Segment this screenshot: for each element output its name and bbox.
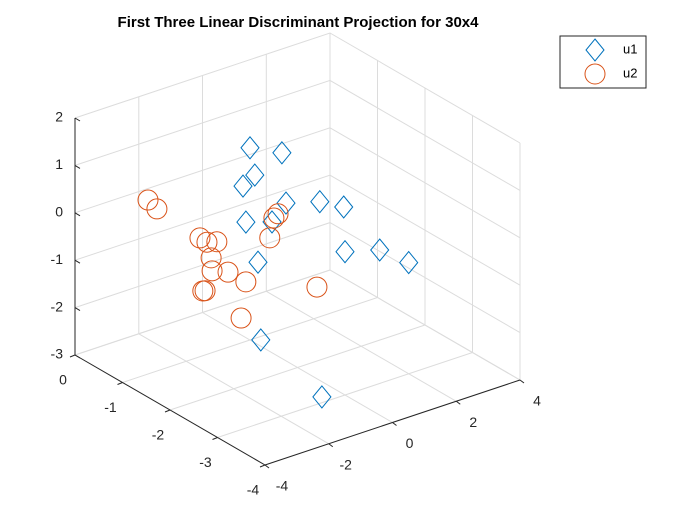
point [272,141,292,165]
grid-line [74,79,521,191]
x-tick-label: 0 [406,435,414,451]
x-tick-label: -2 [340,456,353,472]
point [248,250,268,274]
z-tick [74,259,81,264]
y-tick-label: -1 [104,399,117,415]
legend-marker [584,63,606,85]
z-tick-label: -1 [51,251,64,267]
z-tick-label: -3 [51,346,64,362]
point [334,195,354,219]
z-tick [74,117,81,122]
legend-label: u2 [623,65,637,80]
grid-line [74,174,521,286]
grid-line [74,32,521,144]
grid-line [74,127,521,239]
point [235,271,257,293]
point [399,250,419,275]
grid-line [74,269,521,381]
z-tick [74,354,81,359]
point [306,276,328,298]
point [137,189,159,211]
z-tick [74,212,81,217]
y-tick-label: -3 [199,454,212,470]
point [262,210,282,234]
x-tick-label: 4 [533,393,541,409]
point [236,210,256,234]
points [137,136,419,409]
y-tick [212,437,218,440]
point [200,247,222,269]
y-tick-label: -2 [152,427,165,443]
z-tick-label: 2 [55,109,63,125]
z-tick-label: -2 [51,298,64,314]
point [146,198,168,220]
point [251,328,271,352]
point [217,261,239,283]
legend-label: u1 [623,41,637,56]
point [245,163,265,187]
z-tick-label: 1 [55,156,63,172]
point [201,260,223,282]
point [267,203,289,225]
z-tick-label: 0 [55,204,63,220]
point [335,239,355,264]
y-tick [259,464,266,468]
point [312,385,332,409]
point [189,227,211,249]
point [310,189,330,214]
grid [74,32,521,466]
point [196,231,218,253]
point [230,307,252,329]
point [263,207,285,229]
x-tick [392,422,397,426]
point [206,231,228,253]
legend-marker [585,38,605,62]
y-tick-label: 0 [59,372,67,388]
y-tick [69,354,76,358]
x-tick [519,379,525,384]
x-tick [455,400,461,405]
z-tick [74,307,81,312]
x-tick [264,464,270,469]
legend: u1 u2 [559,35,647,89]
z-tick [74,164,81,169]
x-tick-label: -4 [276,478,289,494]
point [259,227,281,249]
x-tick [328,443,334,448]
point [370,238,390,262]
x-tick-label: 2 [469,414,477,430]
y-tick [117,382,123,385]
point [233,174,253,198]
point [276,191,296,215]
point [240,136,260,160]
grid-line [74,222,521,334]
y-tick-label: -4 [247,482,260,498]
chart-title: First Three Linear Discriminant Projecti… [118,14,480,31]
y-tick [164,409,171,413]
axes: -4 -2 0 2 4 -4 -3 -2 -1 0 -3 -2 -1 0 1 2 [51,109,542,498]
point [194,280,216,302]
